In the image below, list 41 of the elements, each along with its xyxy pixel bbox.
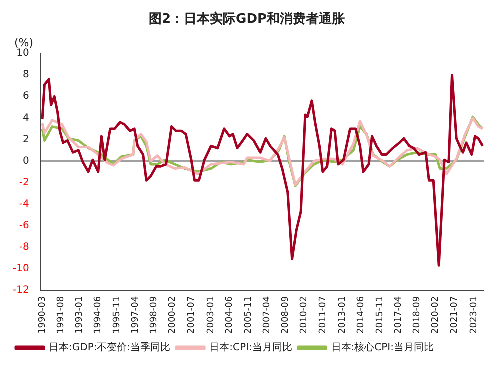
y-tick-label: 4 bbox=[22, 112, 30, 124]
x-tick-label: 1995-11 bbox=[112, 296, 122, 334]
y-tick-label: 2 bbox=[22, 134, 30, 146]
x-tick-label: 2007-04 bbox=[262, 296, 272, 334]
x-tick-label: 2010-02 bbox=[300, 296, 310, 334]
x-tick-label: 2021-07 bbox=[450, 296, 460, 334]
x-tick-label: 1993-01 bbox=[75, 296, 86, 334]
x-tick-label: 1994-06 bbox=[94, 296, 104, 334]
x-tick-label: 2011-07 bbox=[318, 296, 328, 334]
x-tick-label: 2020-02 bbox=[431, 296, 442, 334]
y-tick-label: -8 bbox=[19, 242, 30, 253]
legend-label: 日本:CPI:当月同比 bbox=[210, 342, 292, 354]
x-tick-label: 2003-01 bbox=[206, 296, 217, 334]
x-tick-label: 2014-06 bbox=[356, 296, 367, 334]
y-tick-label: -12 bbox=[12, 284, 30, 296]
y-tick-label: -4 bbox=[19, 198, 30, 210]
x-tick-label: 2013-01 bbox=[338, 296, 348, 334]
y-tick-label: -2 bbox=[19, 177, 30, 188]
y-tick-label: 0 bbox=[22, 156, 30, 167]
x-tick-label: 1991-08 bbox=[56, 296, 66, 334]
y-tick-label: -6 bbox=[19, 220, 30, 232]
legend-label: 日本:GDP:不变价:当季同比 bbox=[49, 342, 171, 354]
x-tick-label: 2001-07 bbox=[186, 296, 197, 334]
x-tick-label: 2018-09 bbox=[412, 296, 423, 334]
legend-label: 日本:核心CPI:当月同比 bbox=[331, 342, 434, 354]
y-tick-label: -10 bbox=[12, 263, 30, 274]
x-tick-label: 1998-09 bbox=[150, 296, 160, 334]
y-tick-label: 6 bbox=[22, 91, 30, 102]
y-tick-label: 10 bbox=[16, 48, 30, 60]
x-tick-label: 2008-09 bbox=[281, 296, 292, 334]
y-axis-title: (%) bbox=[14, 36, 34, 50]
x-tick-label: 1997-04 bbox=[130, 296, 141, 334]
x-tick-label: 2017-04 bbox=[394, 296, 404, 334]
x-tick-label: 2015-11 bbox=[375, 296, 386, 334]
x-tick-label: 2004-06 bbox=[225, 296, 236, 334]
chart-title: 图2：日本实际GDP和消费者通胀 bbox=[148, 11, 346, 28]
x-tick-label: 1990-03 bbox=[38, 296, 48, 334]
y-tick-label: 8 bbox=[22, 70, 30, 81]
x-tick-label: 2000-02 bbox=[168, 296, 178, 334]
x-tick-label: 2005-11 bbox=[244, 296, 254, 334]
x-tick-label: 2023-01 bbox=[469, 296, 480, 334]
